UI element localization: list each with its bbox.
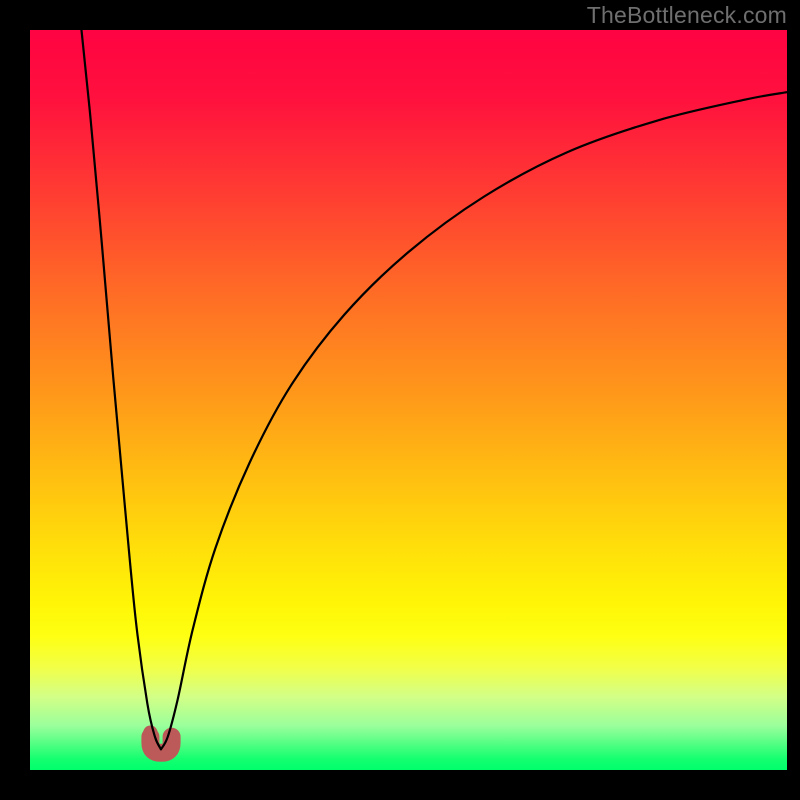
plot-area [30,30,787,770]
chart-svg [30,30,787,770]
watermark-label: TheBottleneck.com [587,2,787,29]
gradient-background [30,30,787,770]
